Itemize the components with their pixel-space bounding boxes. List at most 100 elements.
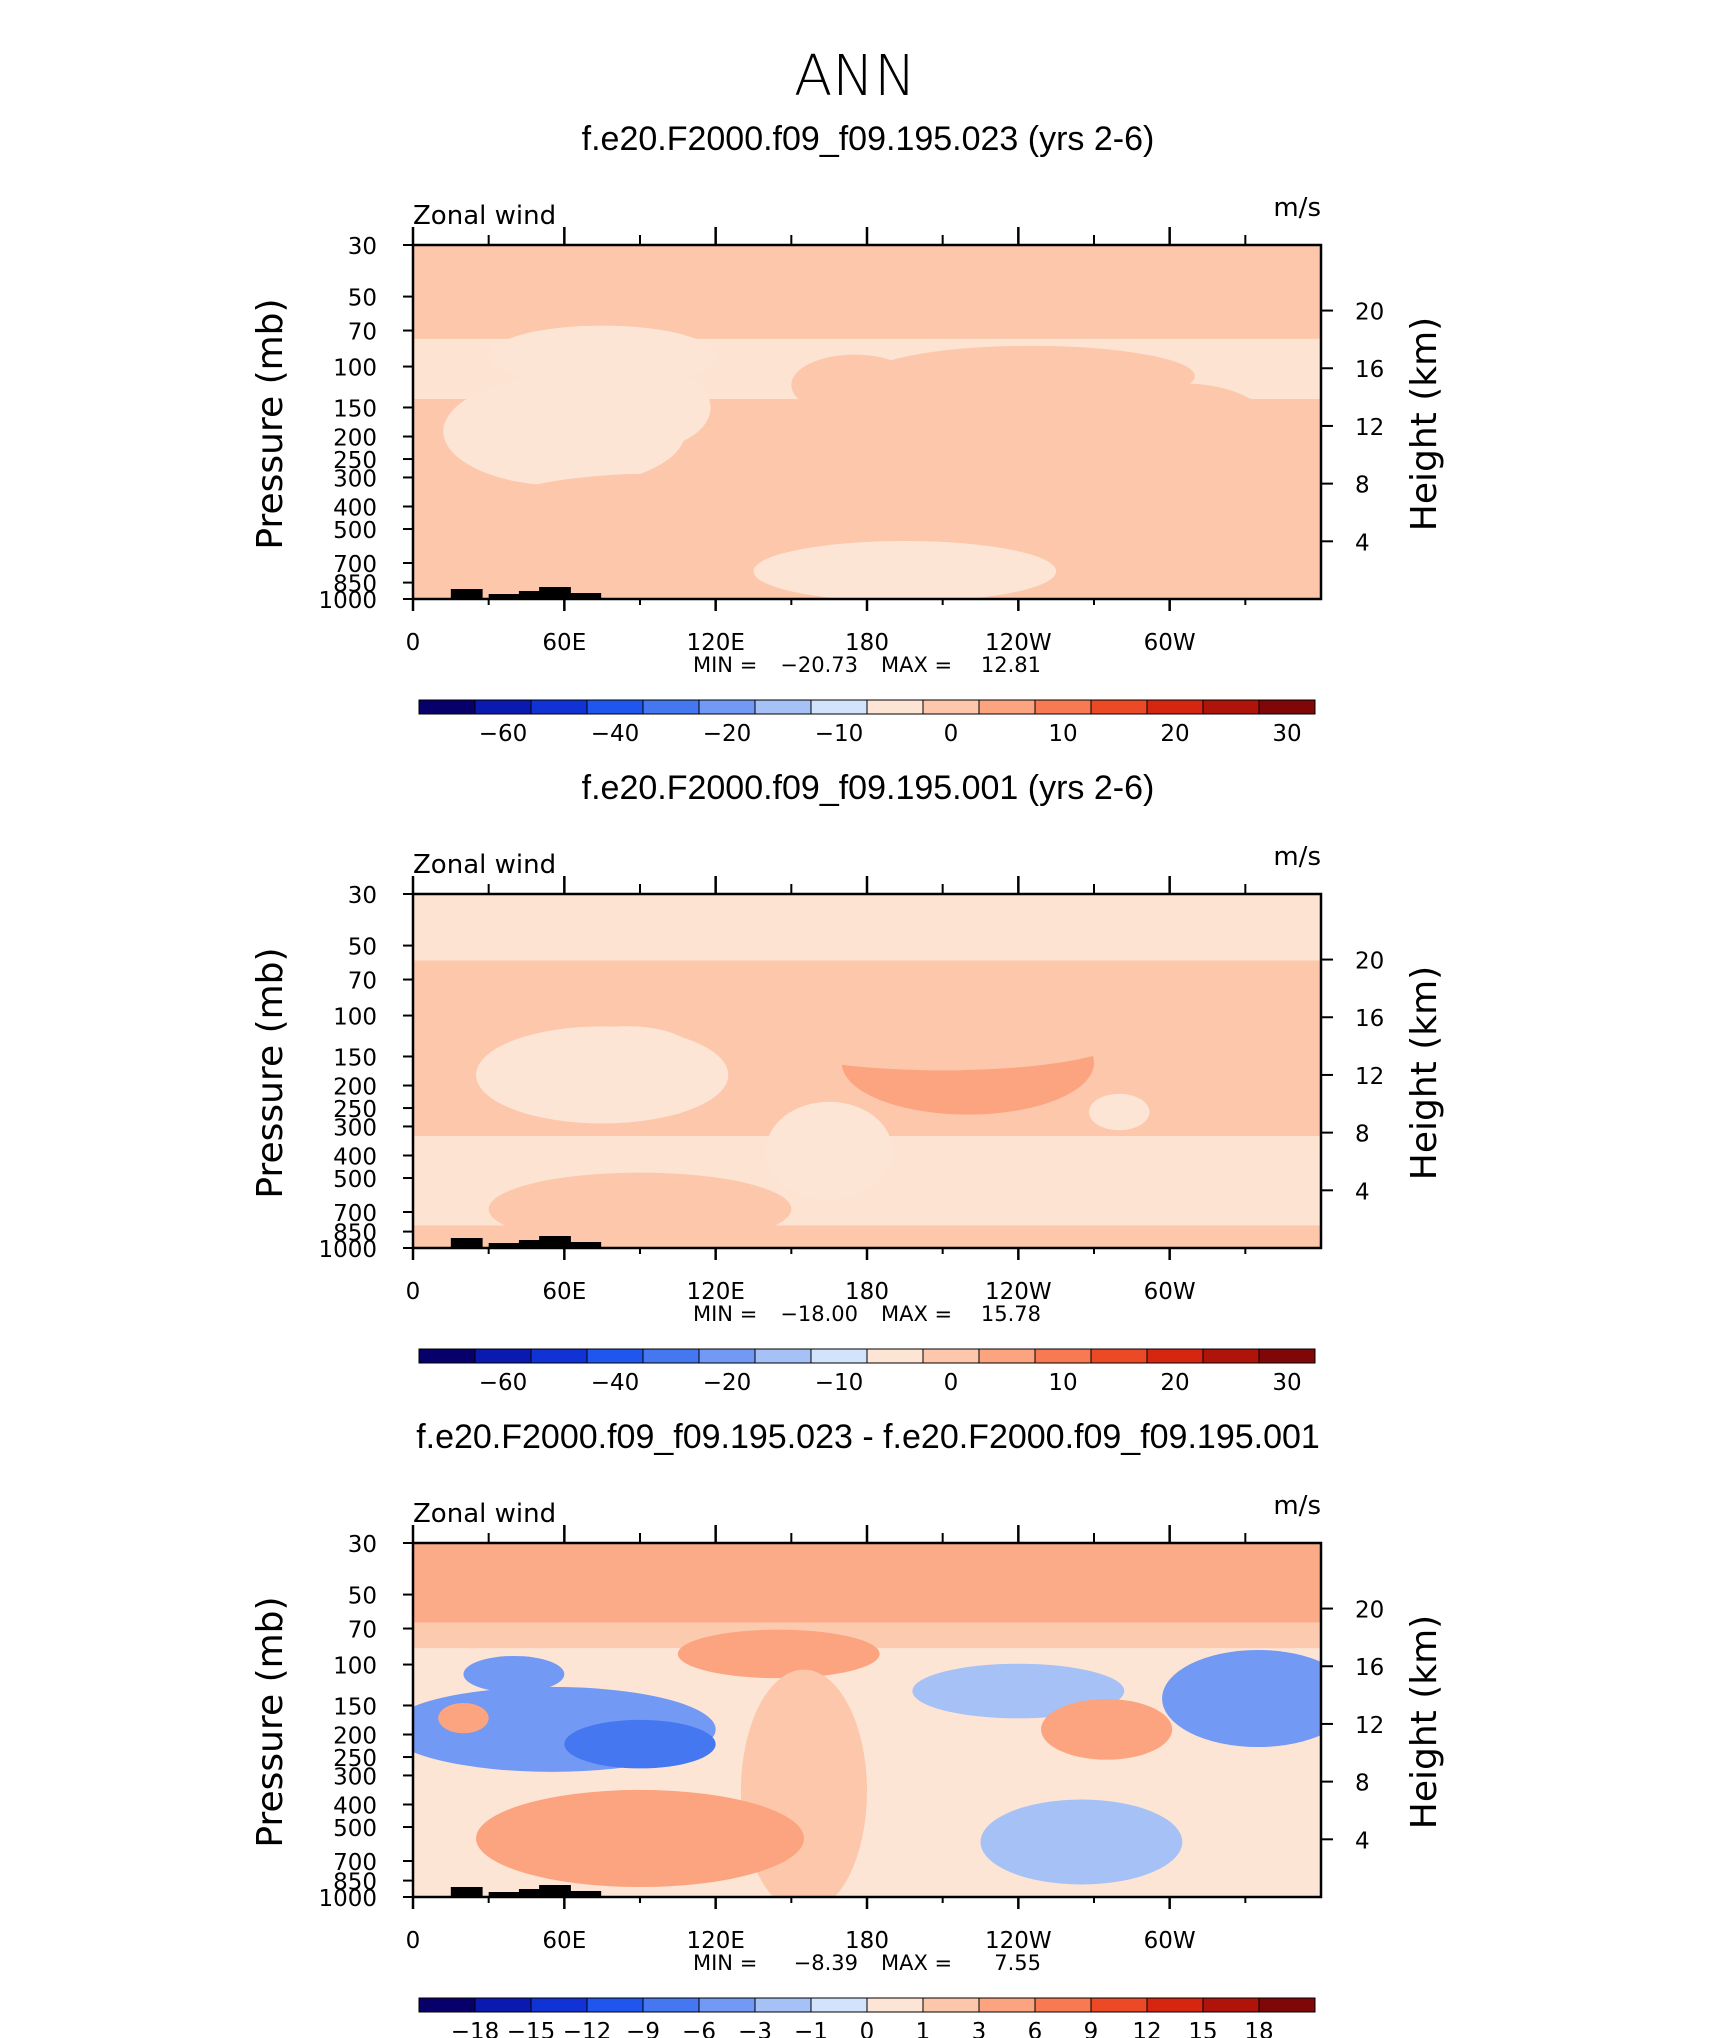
contour-band: [413, 1543, 1321, 1623]
units-label: m/s: [1273, 842, 1321, 872]
contour-region: [1162, 1649, 1321, 1748]
x-tick-label: 60E: [542, 1279, 586, 1305]
y-tick-label: 200: [333, 1075, 377, 1101]
x-tick-label: 120W: [985, 1928, 1052, 1954]
terrain-mask: [569, 593, 602, 599]
colorbar-swatch: [922, 1997, 980, 2013]
contour-region: [753, 540, 1057, 599]
contour-region: [791, 354, 918, 416]
terrain-mask: [539, 1236, 571, 1248]
contour-region: [1124, 1023, 1276, 1109]
panel-title: f.e20.F2000.f09_f09.195.023 - f.e20.F200…: [416, 1418, 1320, 1456]
colorbar-label: 0: [944, 1370, 959, 1396]
colorbar-label: −20: [703, 721, 752, 747]
colorbar-swatch: [1146, 699, 1204, 715]
y-axis-label: Pressure (mb): [250, 947, 291, 1198]
min-label: MIN =: [693, 653, 757, 677]
y-tick-label: 30: [348, 1532, 377, 1558]
colorbar-label: −40: [591, 1370, 640, 1396]
x-tick-label: 0: [406, 1928, 421, 1954]
min-value: −20.73: [780, 653, 858, 677]
colorbar-swatch: [530, 1997, 588, 2013]
y-tick-label: 1000: [318, 588, 377, 614]
terrain-mask: [539, 1885, 571, 1897]
y-tick-label: 850: [333, 1221, 377, 1247]
colorbar-label: −3: [738, 2019, 772, 2038]
colorbar-swatch: [418, 699, 476, 715]
colorbar-swatch: [1146, 1997, 1204, 2013]
colorbar-swatch: [978, 699, 1036, 715]
colorbar-swatch: [698, 699, 756, 715]
height-tick-label: 20: [1355, 300, 1384, 326]
contour-region: [677, 1629, 880, 1679]
contour-region: [488, 325, 716, 387]
max-label: MAX =: [881, 653, 952, 677]
variable-label: Zonal wind: [413, 1499, 556, 1529]
height-tick-label: 12: [1355, 415, 1384, 441]
height-tick-label: 8: [1355, 1122, 1370, 1148]
colorbar-label: 0: [944, 721, 959, 747]
panel-3: f.e20.F2000.f09_f09.195.023 - f.e20.F200…: [250, 1418, 1445, 2038]
contour-region: [463, 1655, 565, 1693]
height-tick-label: 12: [1355, 1064, 1384, 1090]
contour-region: [476, 1789, 804, 1888]
y-tick-label: 700: [333, 552, 377, 578]
y-tick-label: 500: [333, 518, 377, 544]
colorbar-swatch: [1202, 699, 1260, 715]
y-axis-label: Pressure (mb): [250, 1596, 291, 1847]
height-tick-label: 16: [1355, 1655, 1384, 1681]
contour-band: [413, 894, 1321, 961]
terrain-mask: [488, 1892, 521, 1897]
height-tick-label: 8: [1355, 1771, 1370, 1797]
colorbar: −60 −40 −20 −10 0 10 20 30: [418, 1348, 1316, 1396]
colorbar-swatch: [810, 1997, 868, 2013]
colorbar-label: −18: [451, 2019, 500, 2038]
max-label: MAX =: [881, 1951, 952, 1975]
contour-region: [867, 345, 1195, 407]
terrain-mask: [518, 591, 551, 599]
contour-region: [1041, 1699, 1173, 1760]
colorbar-swatch: [1202, 1997, 1260, 2013]
y-tick-label: 1000: [318, 1886, 377, 1912]
y-tick-label: 200: [333, 426, 377, 452]
height-axis-label: Height (km): [1404, 317, 1445, 531]
y-tick-label: 500: [333, 1816, 377, 1842]
colorbar-swatch: [866, 1997, 924, 2013]
colorbar-swatch: [1090, 699, 1148, 715]
colorbar-swatch: [978, 1997, 1036, 2013]
colorbar-label: −60: [479, 1370, 528, 1396]
min-label: MIN =: [693, 1951, 757, 1975]
colorbar-label: 18: [1244, 2019, 1273, 2038]
height-axis-label: Height (km): [1404, 966, 1445, 1180]
colorbar-swatch: [1034, 1997, 1092, 2013]
x-tick-label: 60W: [1144, 1279, 1196, 1305]
y-tick-label: 30: [348, 234, 377, 260]
contour-region: [1088, 1093, 1150, 1131]
x-tick-label: 180: [845, 1279, 889, 1305]
terrain-mask: [518, 1240, 551, 1248]
height-tick-label: 12: [1355, 1713, 1384, 1739]
units-label: m/s: [1273, 1491, 1321, 1521]
y-tick-label: 850: [333, 1870, 377, 1896]
colorbar-swatch: [642, 1348, 700, 1364]
y-tick-label: 70: [348, 969, 377, 995]
colorbar-label: 1: [916, 2019, 931, 2038]
colorbar-label: −60: [479, 721, 528, 747]
y-tick-label: 200: [333, 1724, 377, 1750]
y-tick-label: 100: [333, 356, 377, 382]
y-tick-label: 70: [348, 1618, 377, 1644]
height-axis-label: Height (km): [1404, 1615, 1445, 1829]
height-tick-label: 4: [1355, 1828, 1370, 1854]
colorbar-swatch: [1146, 1348, 1204, 1364]
y-tick-label: 50: [348, 1584, 377, 1610]
colorbar-swatch: [474, 1348, 532, 1364]
contour-region: [564, 1719, 716, 1769]
contour-region: [980, 1799, 1183, 1885]
contour-region: [438, 1702, 489, 1734]
colorbar-swatch: [810, 1348, 868, 1364]
y-tick-label: 1000: [318, 1237, 377, 1263]
colorbar-swatch: [1258, 1348, 1316, 1364]
colorbar-swatch: [1090, 1997, 1148, 2013]
x-tick-label: 120E: [686, 630, 744, 656]
colorbar-label: 12: [1132, 2019, 1161, 2038]
